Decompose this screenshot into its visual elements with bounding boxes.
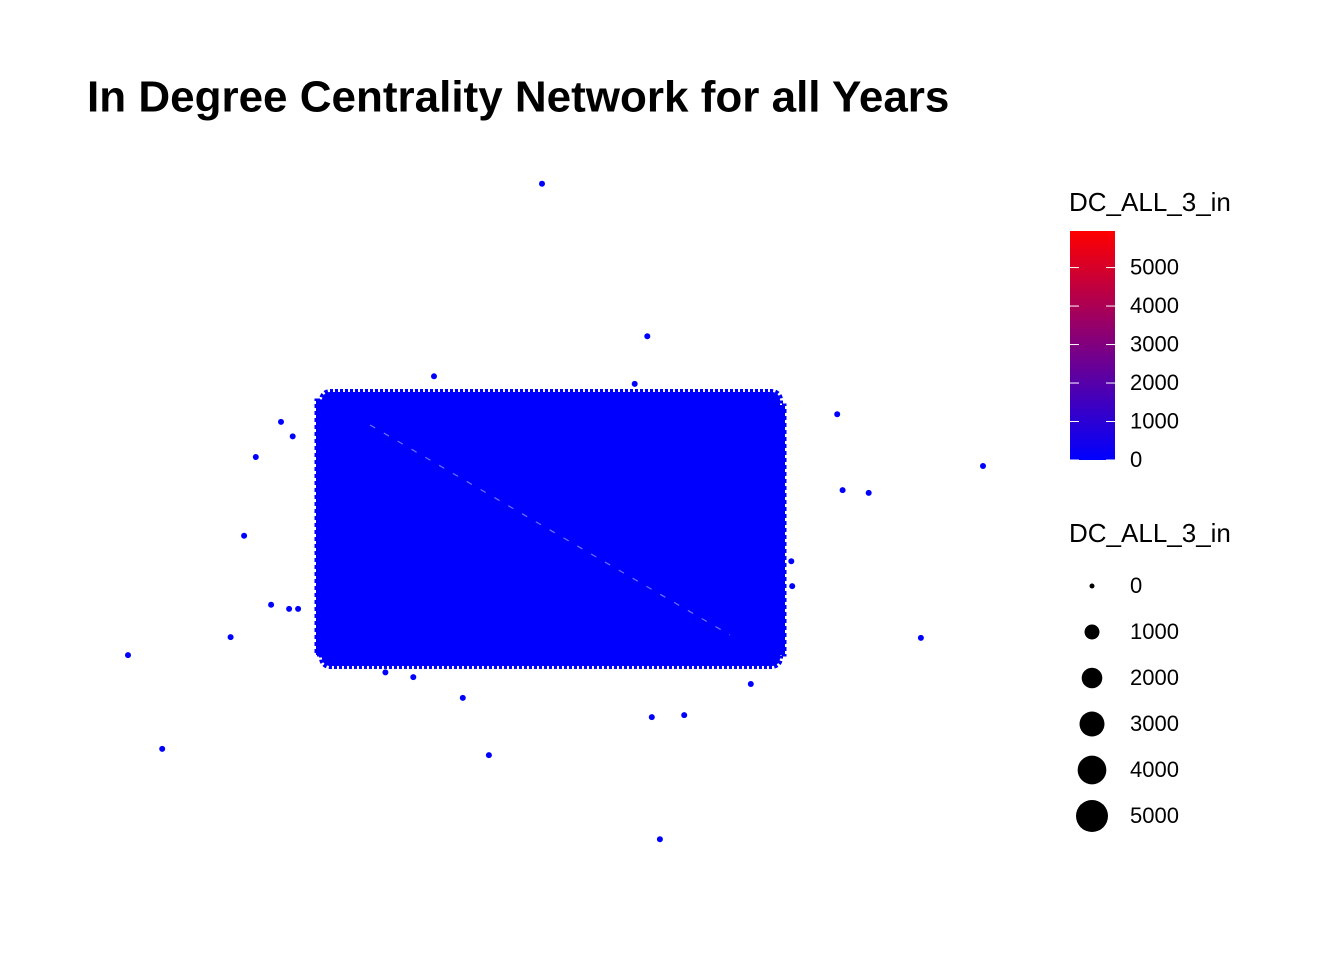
node [747,681,754,688]
node [252,454,259,461]
node [980,463,986,470]
node [789,583,796,590]
node [644,333,651,340]
node [631,380,638,387]
legend-label: 1000 [1130,619,1179,644]
legend-label: 2000 [1130,370,1179,395]
legend-label: 3000 [1130,711,1179,736]
legend-title: DC_ALL_3_in [1069,518,1231,548]
legend-label: 0 [1130,447,1142,472]
node-cluster [319,389,783,669]
legend-label: 2000 [1130,665,1179,690]
node [681,712,688,719]
diagonal-edge [369,424,731,636]
node [539,180,545,187]
node [485,752,492,759]
node [648,714,655,721]
legend-label: 4000 [1130,757,1179,782]
cluster-edge [773,403,787,657]
cluster-edge [314,398,326,657]
dense-cluster [314,389,787,669]
legend-label: 1000 [1130,408,1179,433]
legend-title: DC_ALL_3_in [1069,187,1231,217]
node [431,373,437,380]
legend-label: 4000 [1130,293,1179,318]
node [295,605,302,612]
size-key [1076,800,1108,832]
node [278,418,284,425]
node [788,558,795,565]
size-key [1079,711,1105,737]
chart-title: In Degree Centrality Network for all Yea… [87,73,949,122]
legend-label: 5000 [1130,803,1179,828]
node [410,674,417,681]
node [227,634,234,641]
node [917,634,924,641]
node [241,532,248,539]
node [159,745,166,752]
node [125,652,131,659]
legend-label: 5000 [1130,254,1179,279]
node [839,487,846,494]
color-bar [1070,231,1115,460]
node [459,694,466,701]
legend-label: 0 [1130,573,1142,598]
legend-label: 3000 [1130,331,1179,356]
size-key [1089,583,1095,589]
node [834,411,841,418]
node [268,601,275,608]
node [382,669,389,676]
size-key [1084,624,1100,640]
node [289,433,296,440]
size-key [1077,755,1107,785]
node [865,489,872,496]
node [656,836,663,843]
node [286,605,293,612]
size-key [1081,667,1103,689]
